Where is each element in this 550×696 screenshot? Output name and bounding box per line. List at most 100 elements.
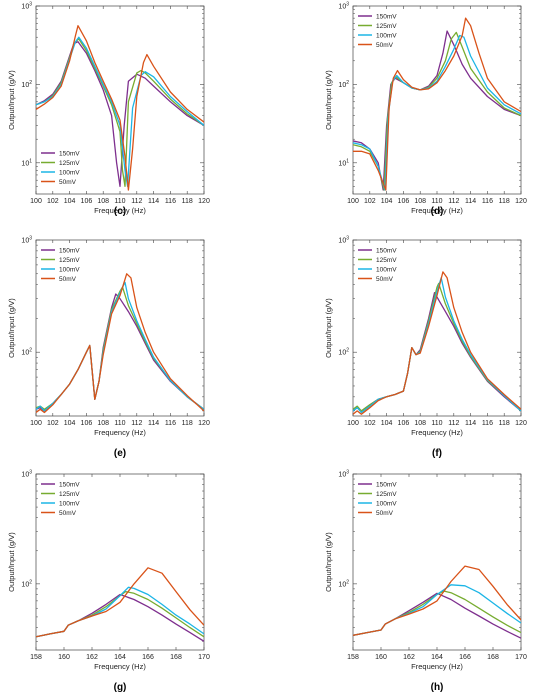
x-tick-label: 120 — [198, 420, 210, 427]
legend-label-125mv: 125mV — [59, 491, 80, 498]
x-tick-label: 118 — [499, 420, 510, 427]
y-axis-label: Output/Input (g/V) — [324, 298, 333, 358]
x-tick-label: 100 — [347, 198, 359, 205]
x-tick-label: 108 — [414, 420, 426, 427]
x-tick-label: 102 — [364, 198, 376, 205]
x-tick-label: 166 — [142, 654, 154, 661]
legend-label-50mv: 50mV — [59, 179, 77, 186]
x-tick-label: 106 — [398, 198, 410, 205]
x-tick-label: 160 — [375, 654, 387, 661]
x-tick-label: 170 — [198, 654, 210, 661]
x-tick-label: 160 — [58, 654, 70, 661]
x-tick-label: 162 — [86, 654, 98, 661]
x-tick-label: 104 — [381, 420, 393, 427]
y-tick-label: 103 — [21, 470, 32, 479]
panel-caption: (g) — [114, 682, 127, 693]
y-axis-label: Output/Input (g/V) — [324, 532, 333, 592]
x-tick-label: 108 — [97, 198, 109, 205]
x-axis-label: Frequency (Hz) — [94, 428, 146, 437]
y-tick-label: 103 — [338, 236, 349, 245]
x-tick-label: 112 — [131, 420, 142, 427]
x-tick-label: 114 — [148, 198, 159, 205]
y-tick-label: 103 — [21, 236, 32, 245]
y-tick-label: 103 — [338, 470, 349, 479]
x-tick-label: 116 — [482, 198, 493, 205]
x-tick-label: 110 — [114, 198, 125, 205]
legend-label-100mv: 100mV — [376, 500, 397, 507]
x-tick-label: 166 — [459, 654, 471, 661]
legend-label-150mv: 150mV — [59, 247, 80, 254]
x-tick-label: 158 — [347, 654, 359, 661]
x-tick-label: 100 — [30, 420, 42, 427]
y-tick-label: 102 — [21, 348, 32, 357]
y-tick-label: 102 — [21, 579, 32, 588]
legend-label-125mv: 125mV — [59, 257, 80, 264]
x-tick-label: 118 — [499, 198, 510, 205]
y-axis-label: Output/Input (g/V) — [324, 70, 333, 130]
panel-caption: (e) — [114, 448, 126, 459]
x-tick-label: 120 — [515, 198, 527, 205]
x-tick-label: 108 — [97, 420, 109, 427]
x-tick-label: 100 — [30, 198, 42, 205]
y-tick-label: 102 — [338, 348, 349, 357]
series-line-50mv — [353, 17, 521, 191]
chart-panel-g: 158 160 162 164 166 168 170 102 103 Frequency (Hz… — [7, 470, 210, 694]
series-line-50mv — [353, 565, 521, 636]
x-tick-label: 116 — [165, 198, 176, 205]
chart-panel-e: 100 102 104 106 108 110 112 114 116 118 120 102 103 F… — [7, 236, 210, 460]
plot-area — [35, 5, 205, 195]
x-tick-label: 106 — [81, 420, 93, 427]
x-tick-label: 158 — [30, 654, 42, 661]
panel-caption: (f) — [432, 448, 442, 459]
x-axis-label: Frequency (Hz) — [411, 206, 463, 215]
x-tick-label: 110 — [431, 198, 442, 205]
x-tick-label: 108 — [414, 198, 426, 205]
legend-label-50mv: 50mV — [59, 510, 77, 517]
legend-label-50mv: 50mV — [376, 276, 394, 283]
chart-panel-f: 100 102 104 106 108 110 112 114 116 118 120 102 103 F… — [324, 236, 527, 460]
x-tick-label: 120 — [515, 420, 527, 427]
legend-label-150mv: 150mV — [376, 13, 397, 20]
series-line-50mv — [36, 25, 204, 191]
legend-label-100mv: 100mV — [59, 500, 80, 507]
x-tick-label: 110 — [114, 420, 125, 427]
legend-label-125mv: 125mV — [59, 160, 80, 167]
x-tick-label: 116 — [482, 420, 493, 427]
x-tick-label: 116 — [165, 420, 176, 427]
x-axis-label: Frequency (Hz) — [94, 206, 146, 215]
x-tick-label: 112 — [448, 420, 459, 427]
series-line-50mv — [36, 567, 204, 638]
x-tick-label: 104 — [381, 198, 393, 205]
x-tick-label: 168 — [487, 654, 499, 661]
legend-label-50mv: 50mV — [376, 42, 394, 49]
y-tick-label: 103 — [21, 2, 32, 11]
y-axis-label: Output/Input (g/V) — [7, 532, 16, 592]
x-tick-label: 110 — [431, 420, 442, 427]
legend-label-50mv: 50mV — [376, 510, 394, 517]
legend-label-100mv: 100mV — [59, 266, 80, 273]
x-axis-label: Frequency (Hz) — [411, 428, 463, 437]
y-axis-label: Output/Input (g/V) — [7, 298, 16, 358]
y-tick-label: 101 — [338, 158, 349, 167]
legend-label-150mv: 150mV — [376, 481, 397, 488]
x-tick-label: 112 — [448, 198, 459, 205]
legend-label-150mv: 150mV — [59, 150, 80, 157]
x-tick-label: 112 — [131, 198, 142, 205]
x-tick-label: 102 — [47, 420, 59, 427]
x-tick-label: 114 — [465, 420, 476, 427]
x-tick-label: 164 — [114, 654, 126, 661]
x-axis-label: Frequency (Hz) — [411, 662, 463, 671]
y-tick-label: 102 — [338, 579, 349, 588]
y-tick-label: 103 — [338, 2, 349, 11]
plot-area — [352, 473, 522, 651]
x-tick-label: 100 — [347, 420, 359, 427]
legend-label-100mv: 100mV — [376, 32, 397, 39]
x-tick-label: 118 — [182, 198, 193, 205]
y-axis-label: Output/Input (g/V) — [7, 70, 16, 130]
legend-label-150mv: 150mV — [376, 247, 397, 254]
legend-label-50mv: 50mV — [59, 276, 77, 283]
legend-label-100mv: 100mV — [59, 169, 80, 176]
x-tick-label: 102 — [364, 420, 376, 427]
legend-label-150mv: 150mV — [59, 481, 80, 488]
